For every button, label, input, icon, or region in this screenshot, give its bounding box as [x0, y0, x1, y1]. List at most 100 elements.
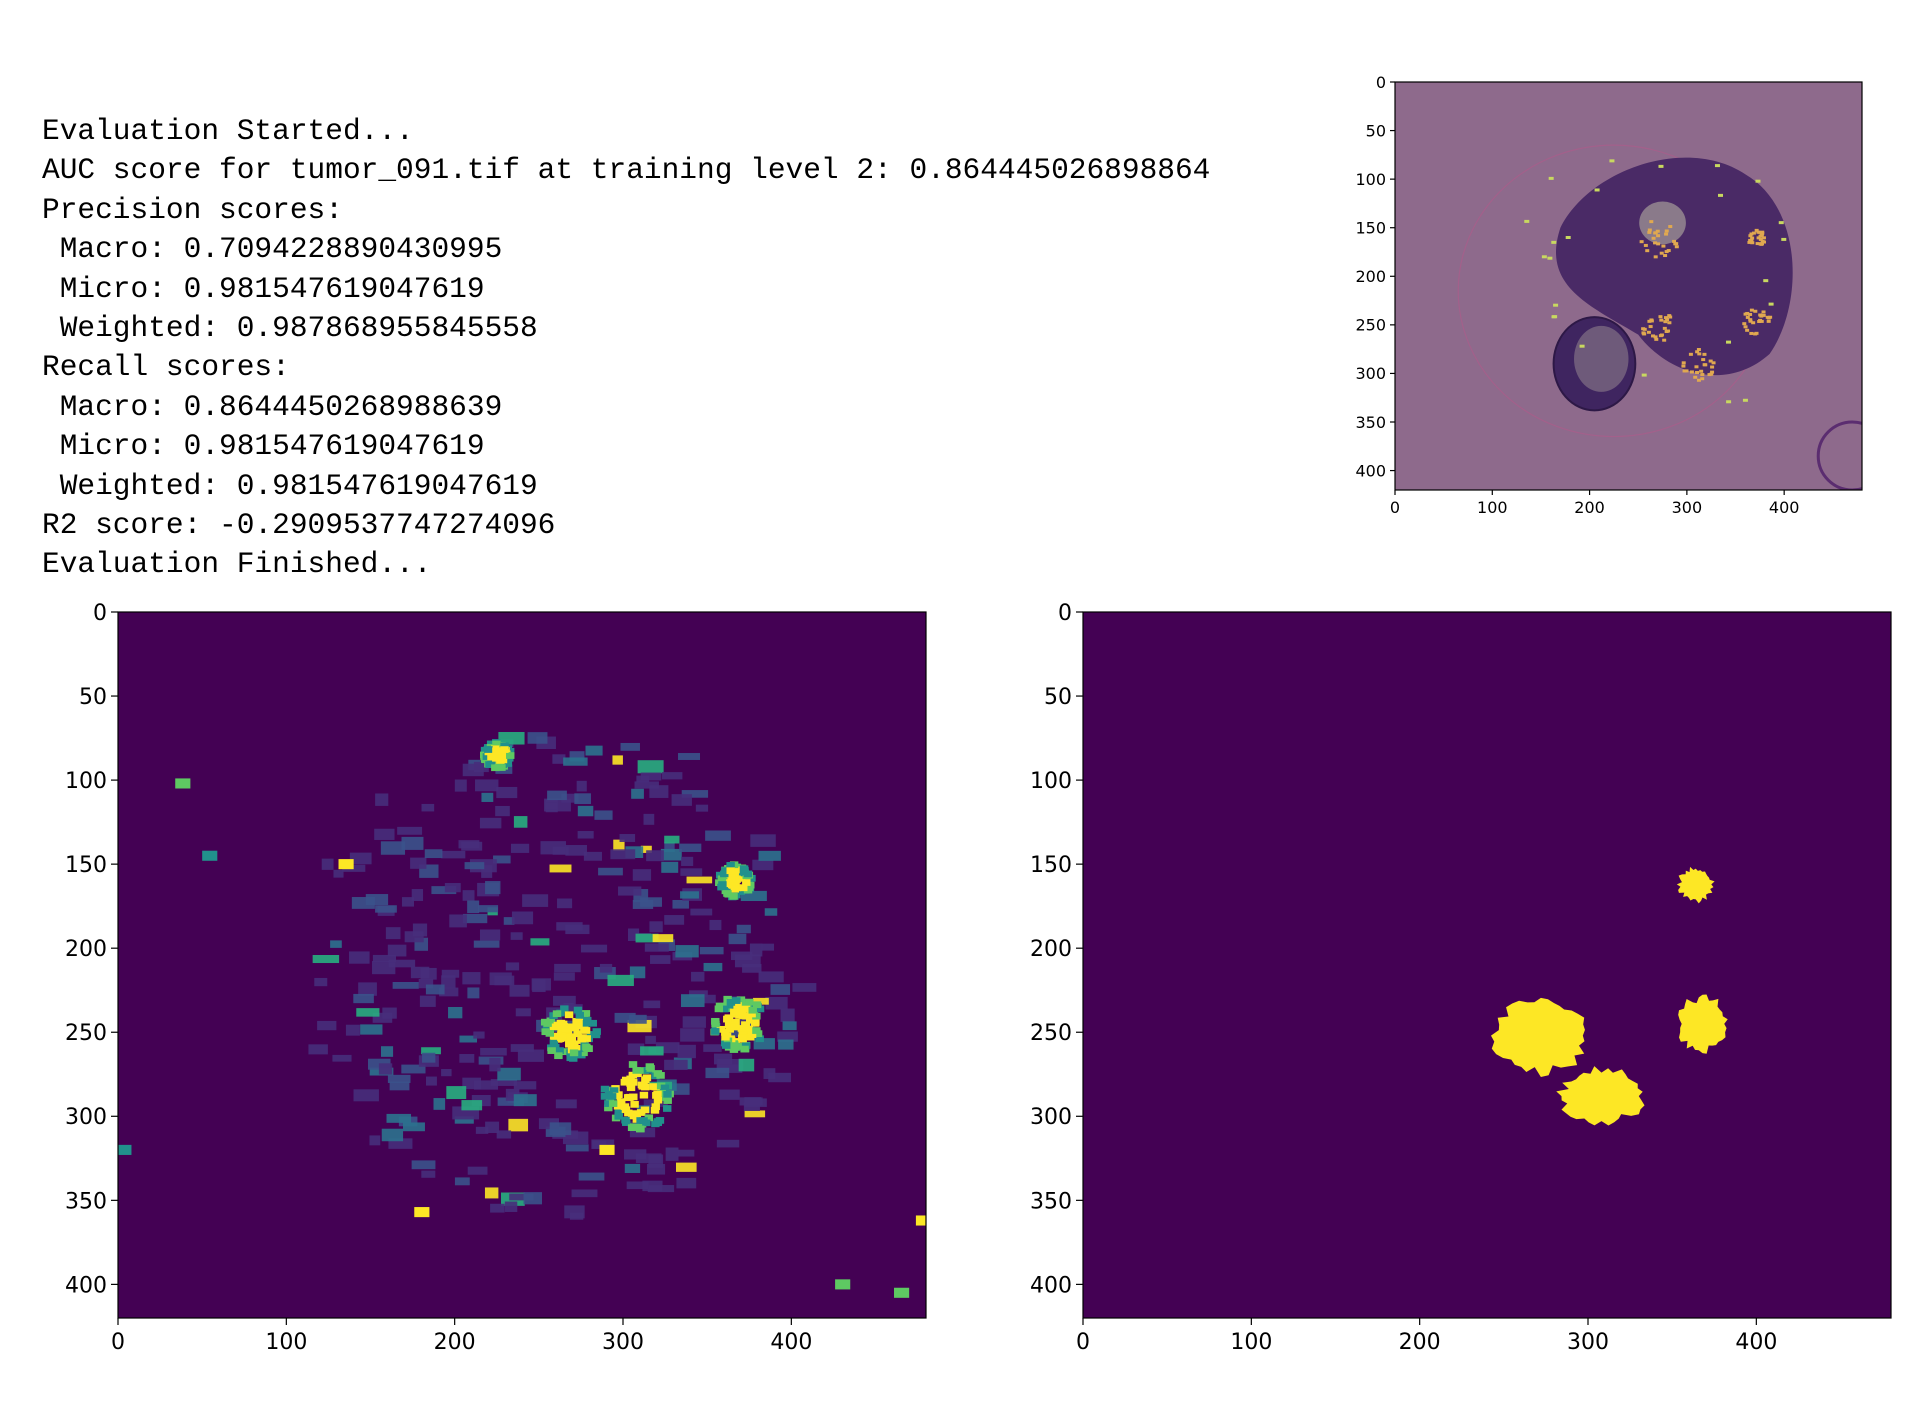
heatmap-cell	[475, 779, 499, 792]
overlay-tumor-cell	[1751, 231, 1756, 235]
heatmap-cell	[739, 1097, 763, 1106]
heatmap-cell	[532, 979, 546, 993]
overlay-speck	[1778, 221, 1784, 225]
hot-cell	[630, 1101, 639, 1108]
tumor-mask-region	[1490, 997, 1585, 1078]
heatmap-cell	[353, 1089, 379, 1102]
overlay-tumor-cell	[1710, 370, 1715, 374]
heatmap-cell	[504, 1201, 518, 1212]
heatmap-cell	[547, 790, 567, 801]
overlay-tumor-cell	[1701, 358, 1706, 362]
heatmap-cell	[578, 1172, 605, 1181]
heatmap-cell	[333, 869, 344, 878]
heatmap-cell	[649, 785, 669, 798]
overlay-tumor-cell	[1751, 321, 1756, 325]
overlay-tumor-cell	[1708, 359, 1713, 363]
heatmap-cell	[314, 977, 328, 987]
overlay-tumor-cell	[1659, 251, 1664, 255]
overlay-tumor-cell	[1674, 245, 1679, 249]
y-tick-label: 100	[1355, 170, 1386, 189]
heatmap-cell	[749, 943, 763, 957]
heatmap-cell	[782, 1021, 797, 1031]
overlay-tumor-cell	[1642, 327, 1647, 331]
heatmap-cell	[540, 841, 566, 855]
x-tick-label: 200	[1399, 1330, 1441, 1355]
heatmap-cell	[646, 1164, 666, 1175]
log-line: Evaluation Finished...	[42, 547, 432, 582]
hot-cell	[628, 1061, 638, 1068]
overlay-tumor-cell	[1693, 375, 1698, 379]
overlay-tumor-cell	[1748, 234, 1753, 238]
heatmap-cell	[664, 1059, 688, 1070]
overlay-tumor-cell	[1761, 313, 1766, 317]
hot-cell	[752, 1001, 762, 1009]
overlay-tumor-cell	[1748, 312, 1753, 316]
hot-cell	[626, 1084, 636, 1092]
heatmap-cell	[740, 890, 767, 902]
overlay-tumor-cell	[1754, 228, 1759, 232]
heatmap-cell	[679, 843, 702, 852]
overlay-tumor-cell	[1662, 338, 1667, 342]
hot-cell	[579, 1049, 588, 1057]
heatmap-cell	[330, 940, 342, 948]
hot-cell	[745, 998, 754, 1006]
heatmap-cell	[664, 835, 680, 844]
heatmap-cell	[549, 864, 572, 873]
heatmap-cell	[642, 1180, 663, 1192]
hot-cell	[726, 862, 735, 869]
heatmap-cell	[421, 1047, 441, 1055]
heatmap-cell	[765, 996, 788, 1010]
overlay-tumor-cell	[1757, 319, 1762, 323]
heatmap-cell	[517, 1049, 544, 1062]
hot-cell	[604, 1100, 613, 1107]
hot-cell	[626, 1075, 635, 1083]
heatmap-cell	[475, 1126, 489, 1134]
hot-cell	[729, 892, 738, 900]
hot-cell	[609, 1087, 619, 1094]
heatmap-cell	[425, 984, 445, 995]
overlay-tumor-cell	[1700, 377, 1705, 381]
overlay-tumor-cell	[1681, 364, 1686, 368]
overlay-tumor-cell	[1754, 331, 1759, 335]
overlay-tumor-cell	[1750, 236, 1755, 240]
heatmap-cell	[545, 802, 558, 810]
y-tick-label: 400	[65, 1273, 107, 1298]
heatmap-cell	[703, 962, 723, 972]
hot-cell	[723, 1037, 733, 1045]
hot-cell	[484, 746, 493, 753]
hot-cell	[482, 753, 492, 760]
heatmap-cell	[646, 850, 664, 862]
hot-cell	[582, 1044, 592, 1052]
hot-cell	[549, 1032, 559, 1040]
overlay-tumor-cell	[1665, 318, 1670, 322]
overlay-tumor-cell	[1653, 335, 1658, 339]
log-line: Macro: 0.8644450268988639	[42, 389, 503, 424]
heatmap-cell	[780, 1008, 795, 1022]
heatmap-cell	[758, 971, 784, 983]
axes-frame	[1082, 611, 1892, 1319]
heatmap-cell	[563, 757, 588, 766]
heatmap-cell	[655, 1042, 680, 1054]
heatmap-cell	[418, 978, 434, 989]
overlay-tumor-cell	[1681, 361, 1686, 365]
hot-cell	[738, 1034, 747, 1042]
overlay-tumor-cell	[1658, 315, 1663, 319]
heatmap-cell	[614, 1012, 636, 1023]
overlay-tumor-cell	[1745, 311, 1750, 315]
hot-cell	[737, 1025, 747, 1032]
heatmap-cell	[640, 845, 652, 853]
heatmap-cell	[454, 779, 467, 792]
overlay-tumor-cell	[1662, 326, 1667, 330]
hot-cell	[491, 764, 500, 772]
heatmap-cell	[612, 755, 623, 765]
hot-cell	[748, 1006, 757, 1014]
heatmap-cell	[464, 862, 485, 870]
heatmap-cell	[175, 778, 191, 789]
heatmap-cell	[454, 1116, 474, 1124]
hot-cell	[733, 1002, 742, 1009]
hot-cell	[614, 1109, 623, 1117]
overlay-tumor-cell	[1661, 244, 1666, 248]
overlay-speck	[1565, 235, 1571, 239]
tissue-fragment	[1816, 420, 1862, 490]
overlay-tumor-cell	[1664, 232, 1669, 236]
